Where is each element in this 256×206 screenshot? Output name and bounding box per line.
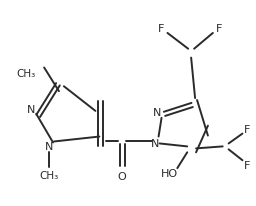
Text: F: F <box>216 24 222 34</box>
Text: HO: HO <box>161 168 178 178</box>
Text: F: F <box>244 160 251 170</box>
Text: N: N <box>27 104 36 114</box>
Text: N: N <box>152 107 161 117</box>
Text: CH₃: CH₃ <box>39 170 59 180</box>
Text: N: N <box>45 142 53 152</box>
Text: F: F <box>158 24 165 34</box>
Text: N: N <box>151 139 159 149</box>
Text: CH₃: CH₃ <box>16 69 35 79</box>
Text: F: F <box>244 124 251 134</box>
Text: O: O <box>118 171 126 181</box>
